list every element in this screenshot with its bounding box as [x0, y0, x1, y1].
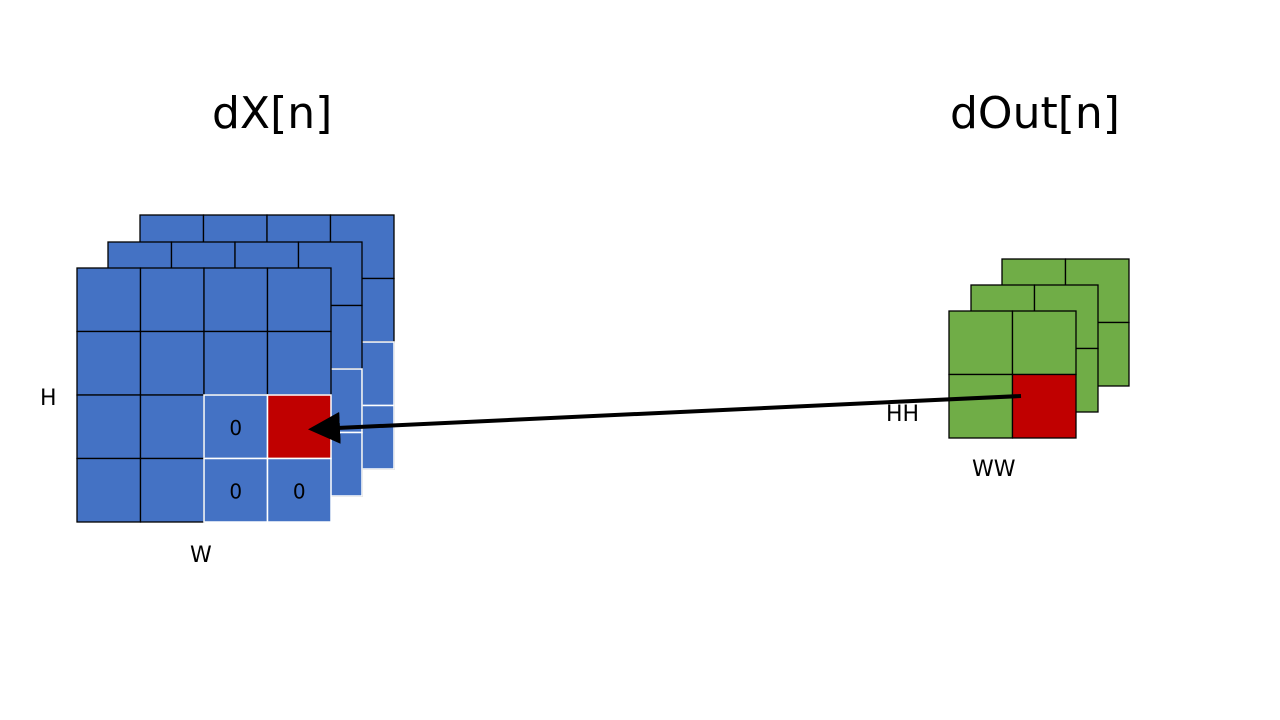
dx-cell — [266, 267, 332, 333]
pool-height-label: HH — [886, 402, 920, 427]
gradient-route-arrow — [308, 394, 1022, 444]
dx-cell — [203, 330, 269, 396]
zero-label: 0 — [293, 480, 306, 504]
pool-width-label: WW — [972, 457, 1016, 482]
dout-cell — [948, 373, 1014, 439]
height-label: H — [40, 386, 57, 411]
dout-cell — [948, 310, 1014, 376]
dx-layer-0 — [76, 267, 332, 523]
dx-cell — [76, 394, 142, 460]
dx-cell — [266, 457, 332, 523]
dx-cell — [76, 457, 142, 523]
dx-cell — [203, 394, 269, 460]
dx-cell — [203, 267, 269, 333]
dx-cell — [266, 330, 332, 396]
dx-cell — [76, 267, 142, 333]
dout-title: dOut[n] — [950, 88, 1120, 139]
dx-cell — [139, 330, 205, 396]
dout-highlight-cell — [1011, 373, 1077, 439]
dx-cell — [76, 330, 142, 396]
dout-cell — [1011, 310, 1077, 376]
dx-cell — [139, 267, 205, 333]
dx-grid-stack: 0 0 0 — [76, 214, 395, 523]
dx-title: dX[n] — [212, 88, 333, 139]
dx-cell — [139, 457, 205, 523]
zero-label: 0 — [229, 480, 242, 504]
width-label: W — [190, 543, 212, 568]
dout-layer-0 — [948, 310, 1077, 439]
dout-grid-stack — [948, 258, 1130, 439]
dx-cell — [139, 394, 205, 460]
zero-label: 0 — [229, 416, 242, 440]
dx-cell — [203, 457, 269, 523]
